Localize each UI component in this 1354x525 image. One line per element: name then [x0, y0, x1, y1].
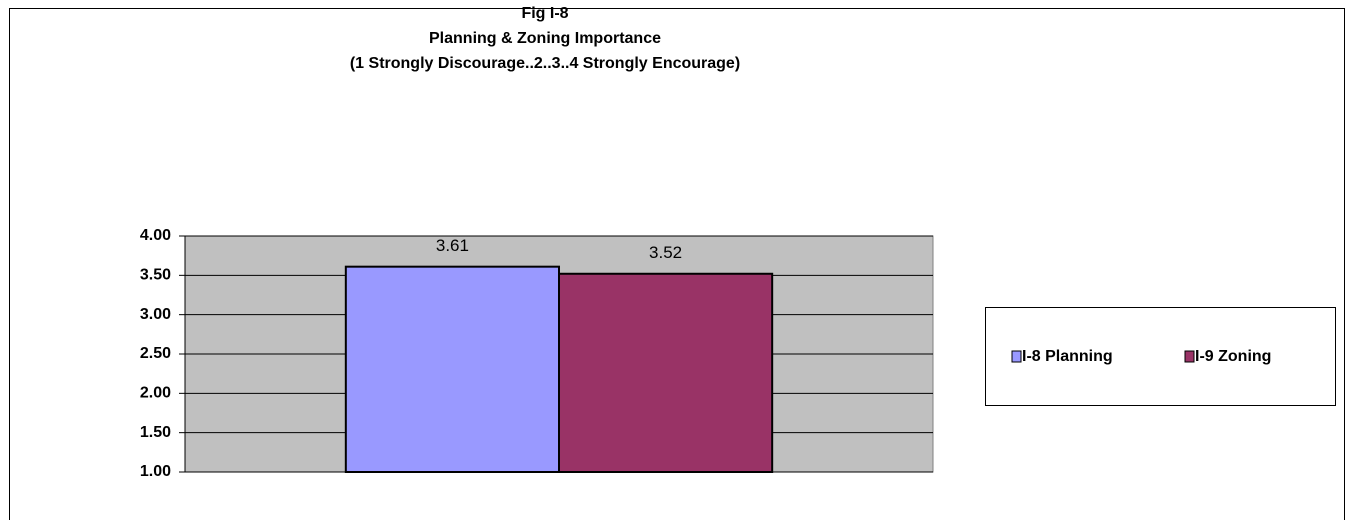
y-tick-label: 4.00	[140, 227, 171, 244]
y-tick-label: 3.50	[140, 267, 171, 284]
legend-label: I-9 Zoning	[1195, 348, 1271, 365]
y-tick-label: 1.00	[140, 463, 171, 480]
value-label: 3.61	[436, 236, 469, 255]
y-tick-label: 3.00	[140, 306, 171, 323]
legend-box	[985, 307, 1336, 406]
legend-swatch	[1011, 350, 1022, 363]
bar	[344, 265, 560, 473]
y-tick-label: 2.50	[140, 345, 171, 362]
chart-title: (1 Strongly Discourage..2..3..4 Strongly…	[350, 55, 740, 72]
y-tick-label: 2.00	[140, 385, 171, 402]
y-tick-label: 1.50	[140, 424, 171, 441]
chart-title: Planning & Zoning Importance	[429, 30, 661, 47]
bar	[558, 272, 774, 474]
value-label: 3.52	[649, 243, 682, 262]
legend-swatch	[1184, 350, 1195, 363]
chart-title: Fig I-8	[521, 5, 568, 22]
legend-label: I-8 Planning	[1022, 348, 1113, 365]
